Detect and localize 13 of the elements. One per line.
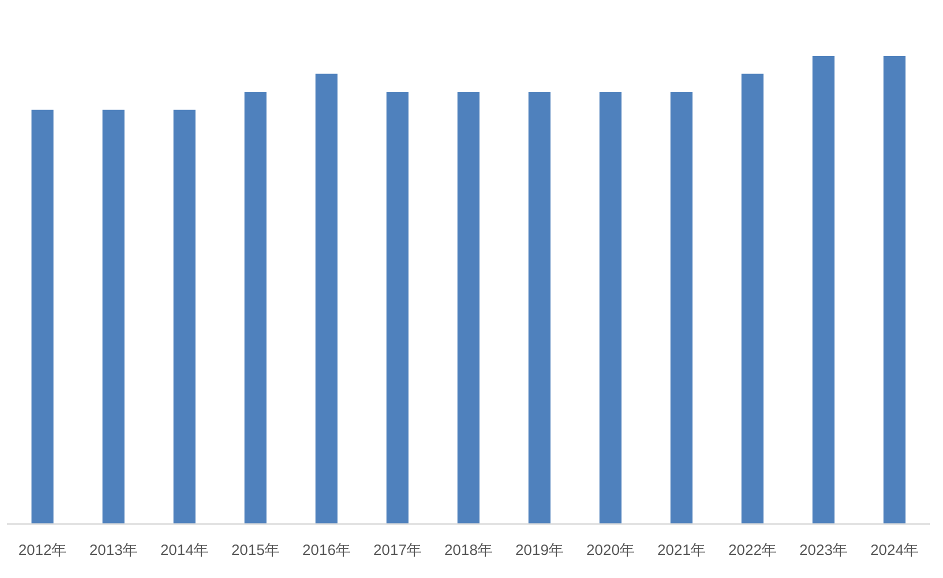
- x-tick-label: 2018年: [444, 542, 493, 559]
- x-tick-label: 2024年: [870, 542, 919, 559]
- x-tick-label: 2021年: [657, 542, 706, 559]
- x-tick-label: 2017年: [373, 542, 422, 559]
- x-tick-label: 2013年: [89, 542, 138, 559]
- x-tick-label: 2022年: [728, 542, 777, 559]
- x-tick-label: 2014年: [160, 542, 209, 559]
- x-tick-label: 2016年: [302, 542, 351, 559]
- x-tick-label: 2019年: [515, 542, 564, 559]
- x-tick-label: 2012年: [18, 542, 67, 559]
- x-tick-label: 2023年: [799, 542, 848, 559]
- x-tick-label: 2020年: [586, 542, 635, 559]
- x-tick-label: 2015年: [231, 542, 280, 559]
